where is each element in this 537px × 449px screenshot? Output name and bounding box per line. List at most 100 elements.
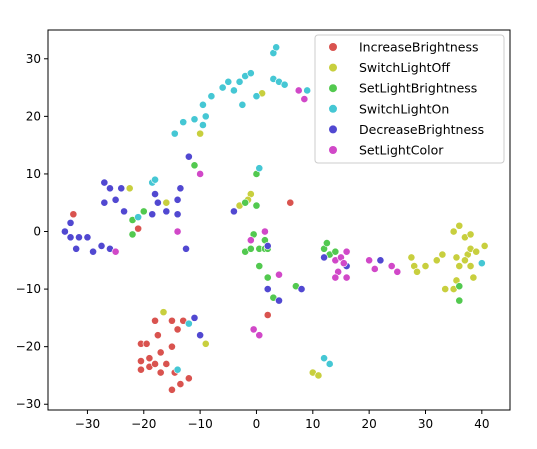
point-decreasebrightness xyxy=(66,218,75,227)
legend: IncreaseBrightness SwitchLightOff SetLight… xyxy=(314,34,505,164)
point-switchlighton xyxy=(134,213,143,222)
y-axis-ticks: −30 −20 −10 0 10 20 30 xyxy=(16,52,48,411)
point-switchlightoff xyxy=(472,247,481,256)
x-tick-label: 0 xyxy=(253,417,261,431)
point-increasebrightness xyxy=(286,198,295,207)
point-increasebrightness xyxy=(168,316,176,325)
point-increasebrightness xyxy=(168,385,176,394)
x-tick-label: 20 xyxy=(362,417,377,431)
x-tick-label: 30 xyxy=(418,417,433,431)
x-tick-label: 10 xyxy=(305,417,320,431)
point-setlightcolor xyxy=(275,270,283,279)
point-switchlighton xyxy=(190,115,199,124)
point-decreasebrightness xyxy=(148,210,157,219)
data-points xyxy=(61,43,489,394)
point-switchlightoff xyxy=(407,253,416,262)
point-setlightbrightness xyxy=(455,296,464,305)
y-tick-label: 30 xyxy=(26,52,41,66)
point-increasebrightness xyxy=(69,210,78,219)
point-setlightcolor xyxy=(246,236,255,245)
point-switchlighton xyxy=(201,112,210,121)
point-switchlightoff xyxy=(441,285,450,293)
point-decreasebrightness xyxy=(111,195,120,204)
point-increasebrightness xyxy=(263,311,272,319)
point-decreasebrightness xyxy=(106,184,114,193)
point-increasebrightness xyxy=(156,348,165,357)
point-setlightbrightness xyxy=(255,262,264,270)
point-switchlightoff xyxy=(452,253,461,262)
point-increasebrightness xyxy=(137,357,145,365)
point-decreasebrightness xyxy=(153,198,162,207)
point-decreasebrightness xyxy=(100,178,109,187)
point-switchlightoff xyxy=(314,371,323,380)
point-switchlightoff xyxy=(432,256,441,265)
point-decreasebrightness xyxy=(320,253,328,262)
x-tick-label: −20 xyxy=(131,417,156,431)
point-increasebrightness xyxy=(137,365,145,374)
legend-box xyxy=(314,34,505,164)
point-decreasebrightness xyxy=(190,313,199,322)
point-increasebrightness xyxy=(153,331,162,340)
legend-label: IncreaseBrightness xyxy=(359,40,478,55)
y-tick-label: −10 xyxy=(16,282,41,296)
point-increasebrightness xyxy=(145,354,154,363)
point-setlightbrightness xyxy=(246,244,255,253)
point-decreasebrightness xyxy=(100,198,109,207)
legend-marker xyxy=(329,43,337,51)
point-switchlighton xyxy=(170,129,179,138)
point-setlightcolor xyxy=(261,227,269,236)
point-switchlighton xyxy=(325,360,334,368)
point-setlightcolor xyxy=(255,331,264,340)
point-switchlightoff xyxy=(438,250,447,259)
point-increasebrightness xyxy=(151,360,159,368)
point-switchlighton xyxy=(173,365,182,374)
point-increasebrightness xyxy=(134,224,143,233)
point-switchlightoff xyxy=(466,230,475,239)
point-switchlighton xyxy=(246,69,255,78)
point-switchlightoff xyxy=(201,339,210,348)
point-setlightcolor xyxy=(365,256,374,265)
legend-label: DecreaseBrightness xyxy=(359,122,484,137)
point-decreasebrightness xyxy=(75,233,83,242)
point-switchlighton xyxy=(320,354,328,363)
point-decreasebrightness xyxy=(263,242,272,250)
point-setlightbrightness xyxy=(322,239,331,247)
point-increasebrightness xyxy=(184,374,193,383)
point-switchlighton xyxy=(255,164,264,173)
point-decreasebrightness xyxy=(184,152,193,161)
point-switchlighton xyxy=(235,77,244,86)
point-decreasebrightness xyxy=(376,256,385,265)
legend-marker xyxy=(329,104,337,113)
point-decreasebrightness xyxy=(151,190,159,198)
y-tick-label: 10 xyxy=(26,167,41,181)
point-increasebrightness xyxy=(151,316,159,325)
point-switchlighton xyxy=(199,121,207,129)
point-decreasebrightness xyxy=(117,184,126,193)
y-tick-label: 20 xyxy=(26,109,41,123)
legend-marker xyxy=(329,84,337,93)
point-decreasebrightness xyxy=(176,184,185,193)
y-tick-label: 0 xyxy=(33,225,41,239)
point-setlightcolor xyxy=(342,273,351,282)
point-increasebrightness xyxy=(168,342,176,351)
point-decreasebrightness xyxy=(275,296,283,305)
point-switchlighton xyxy=(179,118,188,127)
point-setlightcolor xyxy=(249,325,258,334)
point-setlightcolor xyxy=(331,273,340,282)
point-decreasebrightness xyxy=(263,285,272,293)
point-setlightbrightness xyxy=(190,161,199,170)
point-setlightcolor xyxy=(342,247,351,256)
point-decreasebrightness xyxy=(61,227,69,236)
point-decreasebrightness xyxy=(173,195,182,204)
point-decreasebrightness xyxy=(196,331,205,340)
point-decreasebrightness xyxy=(182,244,190,253)
point-switchlightoff xyxy=(449,227,458,236)
legend-marker xyxy=(329,146,337,154)
point-setlightbrightness xyxy=(241,198,250,207)
y-tick-label: −20 xyxy=(16,340,41,354)
point-setlightcolor xyxy=(339,259,348,268)
point-decreasebrightness xyxy=(162,207,171,216)
point-switchlightoff xyxy=(159,308,168,317)
x-axis-ticks: −30 −20 −10 0 10 20 30 40 xyxy=(75,410,489,431)
